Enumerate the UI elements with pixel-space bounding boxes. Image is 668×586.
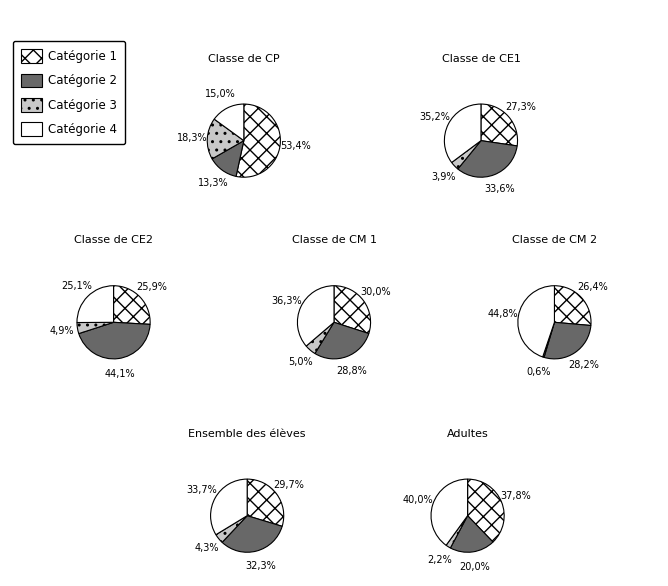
- Wedge shape: [216, 516, 247, 543]
- Text: 26,4%: 26,4%: [577, 282, 608, 292]
- Wedge shape: [452, 141, 481, 169]
- Title: Classe de CM 2: Classe de CM 2: [512, 236, 597, 246]
- Wedge shape: [212, 141, 244, 176]
- Wedge shape: [214, 104, 244, 141]
- Text: 4,9%: 4,9%: [50, 326, 75, 336]
- Text: 44,1%: 44,1%: [105, 369, 136, 379]
- Title: Classe de CE1: Classe de CE1: [442, 54, 520, 64]
- Text: 33,7%: 33,7%: [186, 485, 217, 495]
- Text: 25,9%: 25,9%: [136, 282, 167, 292]
- Wedge shape: [77, 286, 114, 322]
- Text: 27,3%: 27,3%: [505, 101, 536, 112]
- Wedge shape: [79, 322, 150, 359]
- Text: 28,2%: 28,2%: [568, 360, 599, 370]
- Title: Classe de CP: Classe de CP: [208, 54, 280, 64]
- Legend: Catégorie 1, Catégorie 2, Catégorie 3, Catégorie 4: Catégorie 1, Catégorie 2, Catégorie 3, C…: [13, 41, 126, 144]
- Text: 44,8%: 44,8%: [488, 309, 518, 319]
- Wedge shape: [542, 322, 554, 357]
- Text: 40,0%: 40,0%: [403, 495, 434, 505]
- Title: Classe de CM 1: Classe de CM 1: [291, 236, 377, 246]
- Text: 2,2%: 2,2%: [428, 555, 452, 565]
- Text: 0,6%: 0,6%: [526, 367, 551, 377]
- Wedge shape: [554, 286, 591, 325]
- Wedge shape: [236, 104, 281, 177]
- Wedge shape: [297, 286, 334, 346]
- Title: Adultes: Adultes: [447, 429, 488, 439]
- Text: 4,3%: 4,3%: [194, 543, 219, 553]
- Text: 30,0%: 30,0%: [361, 287, 391, 297]
- Wedge shape: [222, 516, 282, 552]
- Wedge shape: [481, 104, 518, 146]
- Text: 37,8%: 37,8%: [500, 491, 531, 501]
- Wedge shape: [431, 479, 468, 546]
- Wedge shape: [444, 104, 481, 162]
- Text: 32,3%: 32,3%: [245, 561, 276, 571]
- Text: 28,8%: 28,8%: [337, 366, 367, 376]
- Wedge shape: [114, 286, 150, 325]
- Text: 29,7%: 29,7%: [273, 480, 305, 490]
- Wedge shape: [450, 516, 493, 552]
- Wedge shape: [210, 479, 247, 534]
- Wedge shape: [458, 141, 517, 177]
- Text: 3,9%: 3,9%: [431, 172, 456, 182]
- Wedge shape: [247, 479, 284, 526]
- Title: Classe de CE2: Classe de CE2: [74, 236, 153, 246]
- Wedge shape: [468, 479, 504, 542]
- Wedge shape: [207, 119, 244, 159]
- Text: 33,6%: 33,6%: [484, 184, 515, 194]
- Wedge shape: [544, 322, 591, 359]
- Text: 15,0%: 15,0%: [205, 89, 236, 100]
- Text: 53,4%: 53,4%: [280, 141, 311, 151]
- Text: 5,0%: 5,0%: [288, 357, 313, 367]
- Wedge shape: [315, 322, 369, 359]
- Text: 36,3%: 36,3%: [271, 295, 302, 305]
- Text: 20,0%: 20,0%: [460, 562, 490, 572]
- Text: 35,2%: 35,2%: [419, 113, 450, 122]
- Wedge shape: [306, 322, 334, 353]
- Title: Ensemble des élèves: Ensemble des élèves: [188, 429, 306, 439]
- Wedge shape: [446, 516, 468, 548]
- Text: 25,1%: 25,1%: [61, 281, 92, 291]
- Text: 13,3%: 13,3%: [198, 178, 228, 188]
- Wedge shape: [334, 286, 371, 333]
- Wedge shape: [77, 322, 114, 333]
- Text: 18,3%: 18,3%: [176, 133, 207, 143]
- Wedge shape: [518, 286, 554, 357]
